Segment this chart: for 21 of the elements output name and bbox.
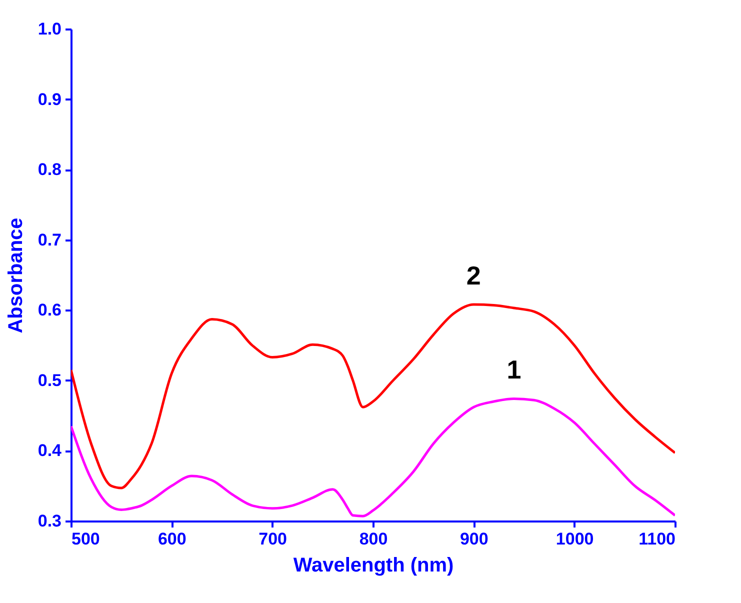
y-tick-label: 0.3 bbox=[38, 512, 62, 530]
x-tick-label: 600 bbox=[158, 530, 186, 548]
x-tick-label: 1000 bbox=[556, 530, 594, 548]
line-series bbox=[71, 397, 675, 518]
y-tick-label: 0.5 bbox=[38, 370, 62, 390]
y-tick-label: 1.0 bbox=[38, 20, 62, 38]
x-axis-title: Wavelength (nm) bbox=[293, 554, 454, 576]
y-tick-label: 0.9 bbox=[38, 90, 62, 109]
x-tick-label: 800 bbox=[359, 530, 388, 548]
series-label: 2 bbox=[466, 260, 481, 291]
x-tick-label: 1100 bbox=[638, 530, 676, 548]
x-tick-label: 900 bbox=[460, 530, 488, 548]
x-tick-label: 700 bbox=[258, 530, 288, 548]
y-tick-label: 0.7 bbox=[38, 230, 62, 250]
series-label: 1 bbox=[506, 354, 522, 385]
y-tick-label: 0.6 bbox=[38, 300, 62, 320]
y-tick-label: 0.4 bbox=[38, 441, 62, 460]
x-tick-label: 500 bbox=[72, 530, 100, 548]
line-series bbox=[71, 303, 675, 490]
y-axis-title: Absorbance bbox=[4, 218, 27, 334]
y-tick-label: 0.8 bbox=[38, 160, 62, 180]
